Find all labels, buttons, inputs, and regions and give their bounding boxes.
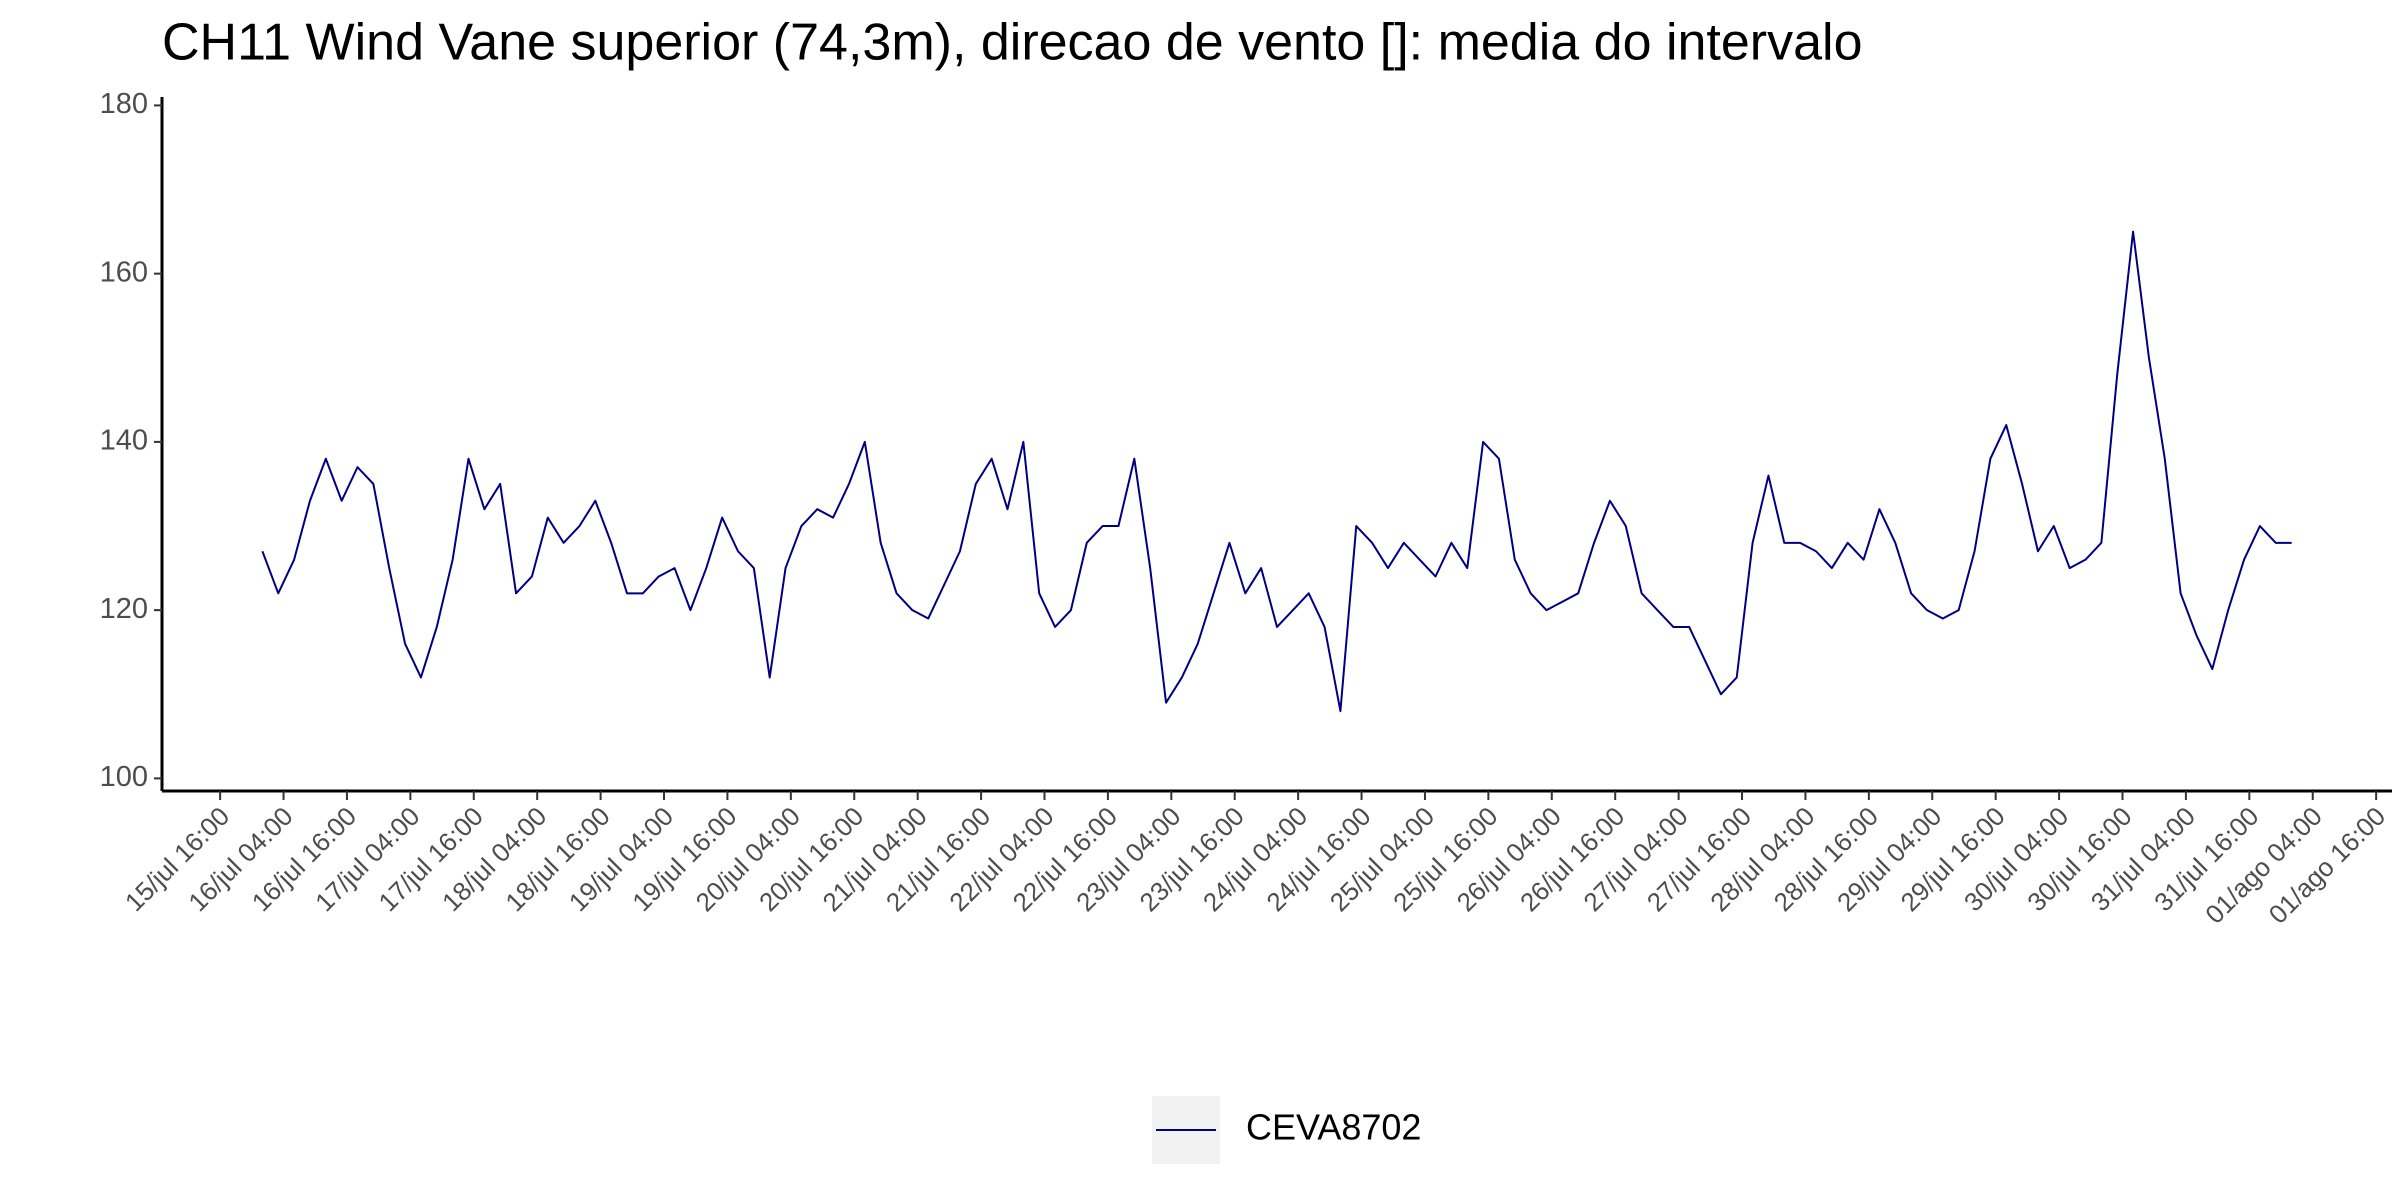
y-tick-label: 160 [100, 256, 148, 288]
y-tick-label: 120 [100, 593, 148, 625]
y-tick-label: 100 [100, 761, 148, 793]
legend-label: CEVA8702 [1246, 1107, 1421, 1148]
y-tick-label: 180 [100, 88, 148, 120]
series-line [261, 230, 2292, 713]
y-tick-label: 140 [100, 425, 148, 457]
chart-title: CH11 Wind Vane superior (74,3m), direcao… [162, 14, 1863, 72]
